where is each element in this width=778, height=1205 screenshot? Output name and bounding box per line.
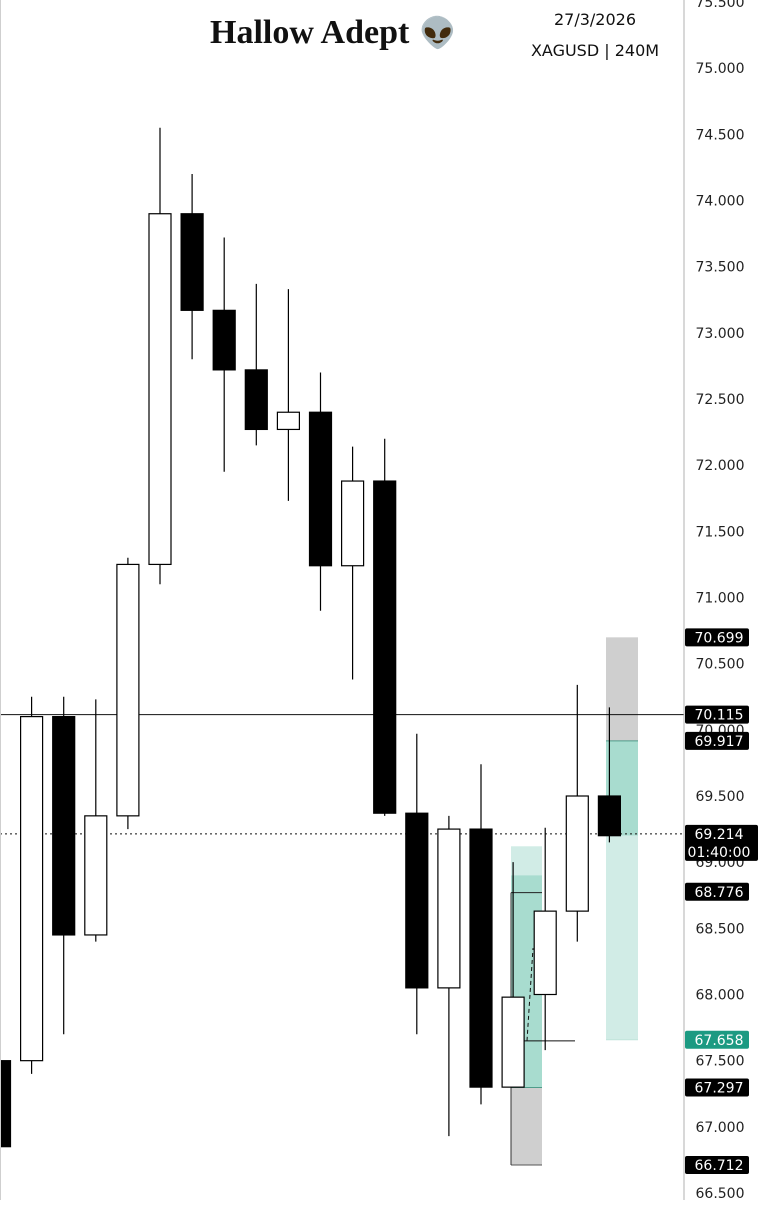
tick-label: 67.000: [696, 1120, 745, 1136]
candle-bullish: [85, 816, 107, 935]
price-label: 67.297: [695, 1081, 744, 1097]
price-label: 69.917: [695, 734, 744, 750]
tick-label: 69.500: [696, 789, 745, 805]
stop-zone: [511, 1088, 542, 1165]
tick-label: 68.500: [696, 921, 745, 937]
countdown-label: 01:40:00: [688, 845, 751, 861]
brand-name: Hallow Adept: [210, 14, 409, 51]
candle-bearish: [53, 717, 75, 935]
tick-label: 68.000: [696, 988, 745, 1004]
price-label: 69.214: [695, 827, 744, 843]
candle-bullish: [534, 911, 556, 994]
price-label: 68.776: [695, 885, 744, 901]
chart-date: 27/3/2026: [520, 10, 670, 29]
candle-bearish: [406, 813, 428, 988]
tick-label: 71.500: [696, 524, 745, 540]
tick-label: 66.500: [696, 1186, 745, 1200]
tick-label: 67.500: [696, 1054, 745, 1070]
candle-bullish: [438, 829, 460, 988]
candle-bearish: [0, 1061, 11, 1147]
tick-label: 73.500: [696, 260, 745, 276]
price-label: 67.658: [695, 1033, 744, 1049]
tick-label: 75.500: [696, 0, 745, 11]
price-label: 66.712: [695, 1158, 744, 1174]
stop-zone: [606, 637, 638, 740]
candle-bullish: [21, 717, 43, 1061]
tick-label: 72.000: [696, 458, 745, 474]
tick-label: 74.000: [696, 194, 745, 210]
tick-label: 74.500: [696, 127, 745, 143]
candle-bearish: [181, 214, 203, 311]
candle-bullish: [277, 412, 299, 429]
alien-icon: 👽: [419, 16, 456, 51]
candle-bullish: [149, 214, 171, 565]
tick-label: 71.000: [696, 591, 745, 607]
candle-bullish: [502, 997, 524, 1087]
candle-bearish: [310, 412, 332, 566]
price-label: 70.115: [695, 708, 744, 724]
tick-label: 75.000: [696, 61, 745, 77]
candle-bullish: [566, 796, 588, 911]
candle-bearish: [245, 370, 267, 430]
target-zone-light: [606, 836, 638, 1040]
tick-label: 72.500: [696, 392, 745, 408]
candle-bearish: [470, 829, 492, 1087]
price-label: 70.699: [695, 630, 744, 646]
symbol-timeframe: XAGUSD | 240M: [520, 41, 670, 60]
candle-bearish: [213, 310, 235, 370]
candle-bullish: [342, 481, 364, 566]
tick-label: 70.500: [696, 657, 745, 673]
candle-bearish: [374, 481, 396, 813]
tick-label: 73.000: [696, 326, 745, 342]
candle-bearish: [598, 796, 620, 836]
brand-title: Hallow Adept 👽: [210, 14, 457, 52]
candle-bullish: [117, 564, 139, 815]
